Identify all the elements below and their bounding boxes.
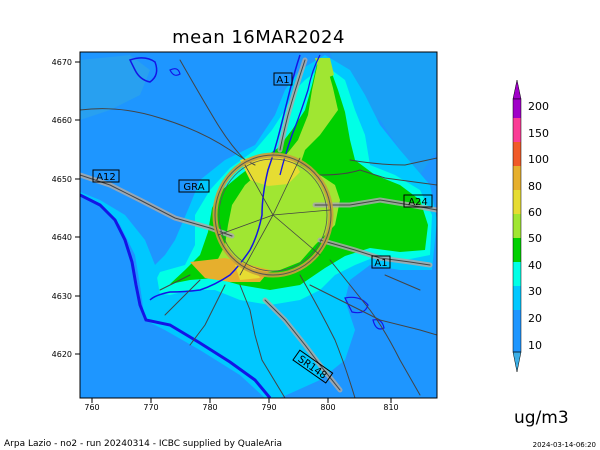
x-tick-label: 800 [320,403,335,412]
svg-text:A1: A1 [374,258,387,269]
colorbar-label: 10 [528,339,542,352]
svg-text:GRA: GRA [183,182,204,193]
x-tick-labels: 760 770 780 790 800 810 [84,403,398,412]
colorbar-label: 20 [528,312,542,325]
colorbar-segment [513,214,521,238]
colorbar-label: 80 [528,180,542,193]
y-tick-label: 4620 [52,350,72,359]
x-tick-label: 780 [202,403,217,412]
y-tick-label: 4660 [52,116,72,125]
road-label-a24: A24 [403,194,433,208]
colorbar-segment [513,190,521,214]
road-label-gra: GRA [178,179,210,193]
map-title: mean 16MAR2024 [172,27,345,48]
svg-text:A1: A1 [276,75,289,86]
colorbar-label: 100 [528,153,549,166]
road-label-a1-north: A1 [273,72,293,86]
colorbar-segment [513,118,521,142]
colorbar-segment [513,286,521,310]
colorbar-label: 150 [528,127,549,140]
x-tick-label: 760 [84,403,99,412]
road-label-a1-south: A1 [371,255,391,269]
colorbar-segment [513,310,521,352]
colorbar-label: 200 [528,100,549,113]
x-axis [91,398,392,403]
colorbar-segment [513,99,521,118]
colorbar-over-arrow [512,79,522,100]
y-tick-label: 4640 [52,233,72,242]
colorbar-label: 60 [528,206,542,219]
svg-text:A12: A12 [96,172,116,183]
geography-lines [80,54,385,398]
colorbar-label: 40 [528,259,542,272]
y-tick-label: 4670 [52,58,72,67]
y-axis [75,61,80,355]
colorbar-under-arrow [512,351,522,373]
svg-text:A24: A24 [408,197,428,208]
x-tick-label: 790 [261,403,276,412]
colorbar-segment [513,262,521,286]
x-tick-label: 810 [383,403,398,412]
y-tick-labels: 4670 4660 4650 4640 4630 4620 [52,58,72,359]
units-label: ug/m3 [514,408,569,428]
footer-credit: Arpa Lazio - no2 - run 20240314 - ICBC s… [4,439,282,449]
colorbar-segment [513,142,521,166]
colorbar-segment [513,166,521,190]
colorbar-label: 50 [528,232,542,245]
colorbar-label: 30 [528,285,542,298]
y-tick-label: 4650 [52,175,72,184]
x-tick-label: 770 [143,403,158,412]
y-tick-label: 4630 [52,292,72,301]
plot-frame [79,51,438,399]
colorbar: 10 20 30 40 50 60 80 100 150 200 [512,79,549,373]
road-label-a12: A12 [92,169,120,183]
colorbar-segment [513,238,521,262]
footer-timestamp: 2024-03-14-06:20 [532,441,596,449]
